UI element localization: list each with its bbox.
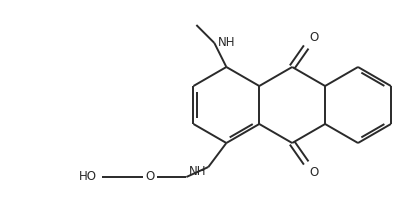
- Text: NH: NH: [188, 165, 206, 178]
- Text: HO: HO: [79, 170, 97, 184]
- Text: O: O: [308, 31, 318, 44]
- Text: NH: NH: [218, 36, 235, 49]
- Text: O: O: [146, 170, 155, 184]
- Text: O: O: [308, 166, 318, 179]
